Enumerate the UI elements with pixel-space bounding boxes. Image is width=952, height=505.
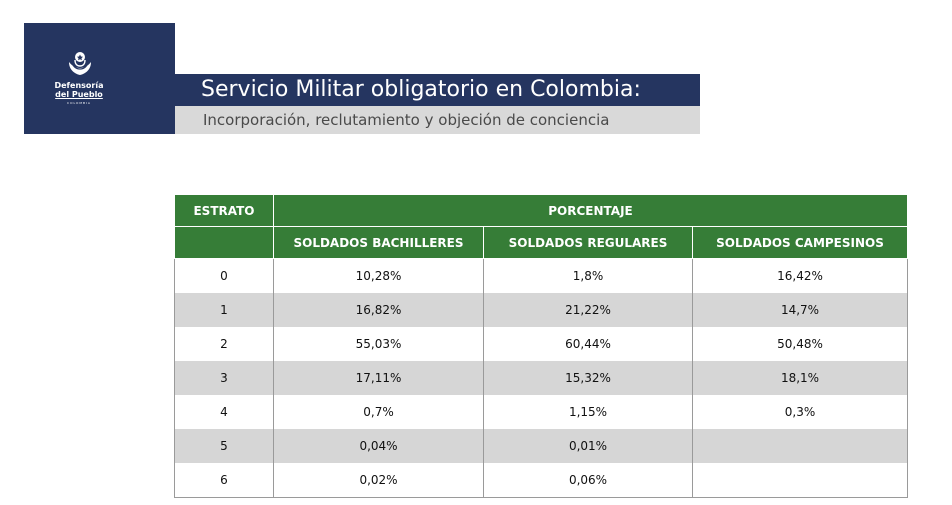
cell-estrato: 5	[174, 429, 274, 463]
table-header-row-top: ESTRATO PORCENTAJE	[174, 194, 908, 227]
cell-regulares: 15,32%	[483, 361, 693, 395]
page-subtitle: Incorporación, reclutamiento y objeción …	[175, 106, 700, 134]
table-header-row-sub: SOLDADOS BACHILLERES SOLDADOS REGULARES …	[174, 226, 908, 259]
cell-bachilleres: 17,11%	[273, 361, 484, 395]
logo-text-line1: Defensoría	[54, 81, 104, 90]
estrato-percentage-table: ESTRATO PORCENTAJE SOLDADOS BACHILLERES …	[174, 194, 908, 498]
header-estrato-blank	[174, 226, 274, 259]
table-row: 6 0,02% 0,06%	[174, 463, 908, 498]
cell-campesinos: 50,48%	[692, 327, 908, 361]
cell-bachilleres: 0,7%	[273, 395, 484, 429]
cell-campesinos	[692, 463, 908, 498]
cell-estrato: 3	[174, 361, 274, 395]
logo: Defensoría del Pueblo COLOMBIA	[24, 23, 175, 134]
table-row: 3 17,11% 15,32% 18,1%	[174, 361, 908, 395]
cell-regulares: 1,8%	[483, 258, 693, 293]
cell-regulares: 60,44%	[483, 327, 693, 361]
header-soldados-bachilleres: SOLDADOS BACHILLERES	[273, 226, 484, 259]
header-estrato: ESTRATO	[174, 194, 274, 227]
cell-campesinos: 16,42%	[692, 258, 908, 293]
cell-regulares: 21,22%	[483, 293, 693, 327]
logo-text-line2: del Pueblo	[55, 90, 103, 99]
table-row: 2 55,03% 60,44% 50,48%	[174, 327, 908, 361]
defensoria-emblem-icon	[69, 52, 91, 75]
cell-estrato: 4	[174, 395, 274, 429]
cell-estrato: 0	[174, 258, 274, 293]
header-porcentaje: PORCENTAJE	[273, 194, 908, 227]
cell-bachilleres: 16,82%	[273, 293, 484, 327]
table-row: 4 0,7% 1,15% 0,3%	[174, 395, 908, 429]
page-title: Servicio Militar obligatorio en Colombia…	[175, 74, 700, 106]
cell-campesinos: 0,3%	[692, 395, 908, 429]
table-row: 1 16,82% 21,22% 14,7%	[174, 293, 908, 327]
header-soldados-regulares: SOLDADOS REGULARES	[483, 226, 693, 259]
cell-campesinos: 14,7%	[692, 293, 908, 327]
cell-campesinos: 18,1%	[692, 361, 908, 395]
cell-bachilleres: 0,04%	[273, 429, 484, 463]
cell-regulares: 1,15%	[483, 395, 693, 429]
cell-regulares: 0,06%	[483, 463, 693, 498]
cell-bachilleres: 10,28%	[273, 258, 484, 293]
header-soldados-campesinos: SOLDADOS CAMPESINOS	[692, 226, 908, 259]
cell-bachilleres: 55,03%	[273, 327, 484, 361]
cell-bachilleres: 0,02%	[273, 463, 484, 498]
table-row: 0 10,28% 1,8% 16,42%	[174, 258, 908, 293]
logo-text-line3: COLOMBIA	[67, 101, 91, 105]
cell-estrato: 2	[174, 327, 274, 361]
cell-estrato: 6	[174, 463, 274, 498]
cell-estrato: 1	[174, 293, 274, 327]
cell-campesinos	[692, 429, 908, 463]
cell-regulares: 0,01%	[483, 429, 693, 463]
table-row: 5 0,04% 0,01%	[174, 429, 908, 463]
